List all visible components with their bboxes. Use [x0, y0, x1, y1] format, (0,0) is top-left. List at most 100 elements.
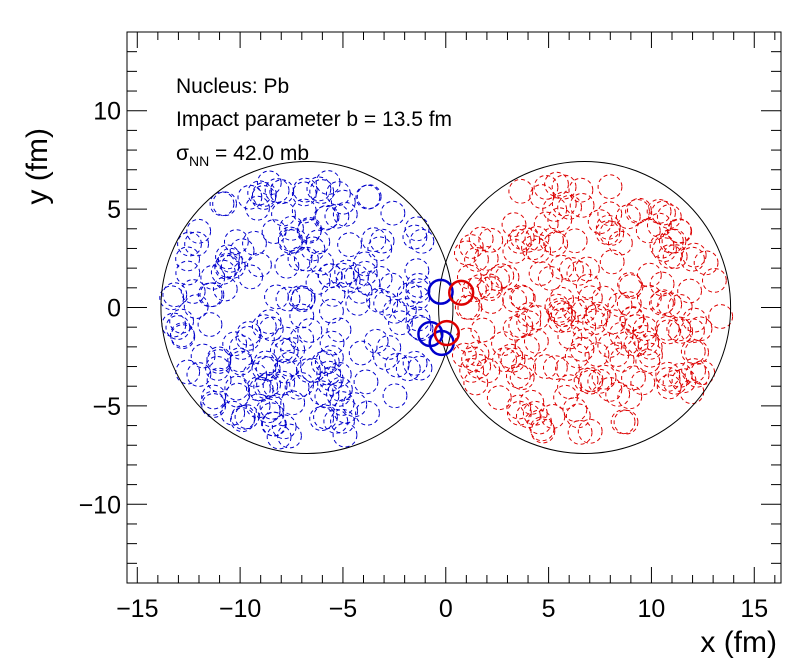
spectator-nucleon-a [186, 362, 212, 387]
spectator-nucleon-b [557, 194, 582, 220]
spectator-nucleon-a [335, 267, 361, 293]
spectator-nucleon-b [454, 240, 479, 266]
spectator-nucleon-b [646, 199, 672, 224]
sigma-value: = 42.0 mb [209, 142, 309, 165]
spectator-nucleon-a [261, 219, 287, 245]
spectator-nucleon-b [509, 365, 535, 391]
spectator-nucleon-a [296, 358, 321, 383]
spectator-nucleon-b [555, 356, 580, 381]
spectator-nucleon-a [292, 177, 318, 203]
spectator-nucleon-a [266, 424, 292, 450]
spectator-nucleon-b [635, 218, 661, 244]
spectator-nucleon-a [212, 276, 238, 302]
annotation-nucleus: Nucleus: Pb [176, 75, 289, 98]
spectator-nucleon-a [289, 303, 315, 329]
participant-nucleon-b [448, 279, 475, 306]
spectator-nucleon-b [609, 347, 635, 373]
spectator-nucleon-b [619, 306, 645, 332]
spectator-nucleon-a [274, 253, 300, 279]
spectator-nucleon-b [486, 385, 512, 411]
spectator-nucleon-a [247, 252, 272, 278]
spectator-nucleon-a [353, 369, 379, 395]
spectator-nucleon-a [294, 246, 319, 272]
spectator-nucleon-a [183, 294, 209, 320]
spectator-nucleon-b [637, 284, 662, 310]
spectator-nucleon-a [361, 227, 387, 253]
participant-nucleon-a [427, 278, 454, 305]
spectator-nucleon-a [230, 407, 255, 433]
spectator-nucleon-a [366, 287, 392, 313]
sigma-subscript: NN [189, 153, 209, 169]
spectator-nucleon-b [511, 354, 536, 380]
spectator-nucleon-b [565, 403, 591, 429]
spectator-nucleon-a [206, 367, 232, 393]
spectator-nucleon-a [369, 228, 395, 254]
spectator-nucleon-a [402, 350, 428, 376]
spectator-nucleon-a [395, 356, 421, 382]
spectator-nucleon-a [162, 282, 188, 308]
spectator-nucleon-a [270, 337, 295, 363]
spectator-nucleon-a [255, 398, 281, 424]
spectator-nucleon-a [251, 314, 277, 340]
spectator-nucleon-a [305, 229, 331, 255]
x-tick-label: −10 [219, 595, 261, 623]
spectator-nucleon-b [524, 305, 550, 330]
spectator-nucleon-b [477, 273, 503, 299]
spectator-nucleon-a [165, 315, 191, 340]
spectator-nucleon-b [551, 174, 577, 200]
spectator-nucleon-a [206, 349, 232, 374]
spectator-nucleon-b [509, 284, 535, 310]
spectator-nucleon-b [614, 331, 639, 357]
spectator-nucleon-a [289, 372, 315, 397]
spectator-nucleon-b [508, 178, 534, 204]
spectator-nucleon-b [657, 244, 683, 270]
spectator-nucleon-a [330, 189, 356, 215]
spectator-nucleon-a [318, 366, 344, 392]
spectator-nucleon-a [314, 204, 340, 230]
spectator-nucleon-b [519, 389, 545, 415]
spectator-nucleon-b [595, 220, 621, 246]
spectator-nucleon-b [515, 227, 541, 253]
spectator-nucleon-b [527, 409, 552, 435]
spectator-nucleon-b [501, 212, 527, 238]
spectator-nucleon-b [508, 313, 534, 339]
spectator-nucleon-a [278, 229, 303, 254]
spectator-nucleon-a [247, 180, 273, 206]
spectator-nucleon-b [659, 228, 684, 254]
x-tick-labels: −15 −10 −5 0 5 10 15 [116, 595, 768, 623]
y-tick-label: 0 [107, 295, 121, 323]
spectator-nucleon-a [309, 380, 334, 406]
spectators-nucleus-b [452, 171, 734, 445]
spectator-nucleon-a [319, 345, 344, 370]
x-axis-title: x (fm) [700, 626, 777, 659]
spectator-nucleon-b [547, 308, 573, 333]
spectator-nucleon-a [224, 375, 250, 401]
spectator-nucleon-a [309, 250, 334, 276]
spectator-nucleon-a [280, 390, 306, 416]
spectator-nucleon-a [320, 282, 346, 307]
spectator-nucleon-b [551, 191, 577, 217]
spectator-nucleon-a [214, 254, 240, 280]
spectator-nucleon-a [326, 181, 351, 206]
spectator-nucleon-a [169, 308, 195, 334]
spectator-nucleon-a [329, 262, 355, 288]
x-tick-label: 5 [542, 595, 556, 623]
x-tick-label: −5 [329, 595, 358, 623]
spectator-nucleon-a [367, 236, 393, 262]
spectator-nucleon-a [382, 383, 408, 409]
spectator-nucleon-a [252, 182, 277, 207]
spectator-nucleon-b [459, 358, 485, 383]
nucleus-outline-a [160, 160, 454, 455]
spectator-nucleon-b [554, 307, 579, 333]
spectator-nucleon-a [218, 247, 243, 273]
spectator-nucleon-b [680, 246, 705, 272]
spectator-nucleon-a [326, 317, 352, 343]
spectator-nucleon-b [516, 403, 541, 429]
spectator-nucleon-b [564, 343, 590, 369]
spectator-nucleon-a [315, 170, 341, 195]
spectator-nucleon-b [608, 321, 634, 347]
spectator-nucleon-b [457, 295, 483, 321]
spectator-nucleon-b [530, 418, 556, 444]
spectator-nucleon-b [649, 233, 675, 259]
spectator-nucleon-a [277, 423, 302, 449]
